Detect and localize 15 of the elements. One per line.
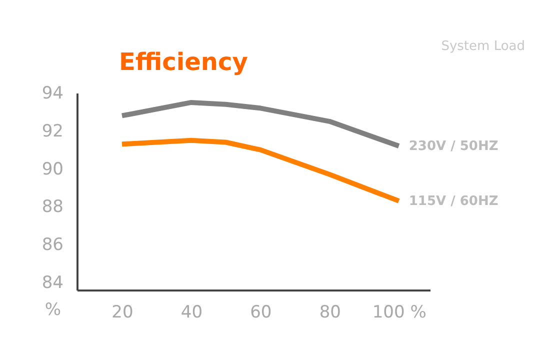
y-tick-label: 92: [42, 121, 64, 142]
y-tick-label: 88: [42, 197, 64, 218]
y-tick-label: 86: [42, 235, 64, 256]
chart-title: Efficiency: [119, 48, 248, 76]
text: %: [44, 300, 62, 320]
x-tick-label: 20: [112, 302, 134, 322]
x-tick-label: 40: [180, 302, 203, 322]
x-tick-label: 60: [250, 302, 272, 322]
y-tick-label: 94: [42, 84, 64, 104]
y-tick-label: 90: [42, 159, 64, 180]
series-label: 230V / 50HZ: [408, 139, 498, 154]
series-label: 115V / 60HZ: [408, 194, 498, 209]
y-tick-label: 84: [42, 272, 64, 293]
x-tick-label: 100 %: [372, 302, 426, 322]
x-tick-label: 80: [319, 302, 341, 322]
